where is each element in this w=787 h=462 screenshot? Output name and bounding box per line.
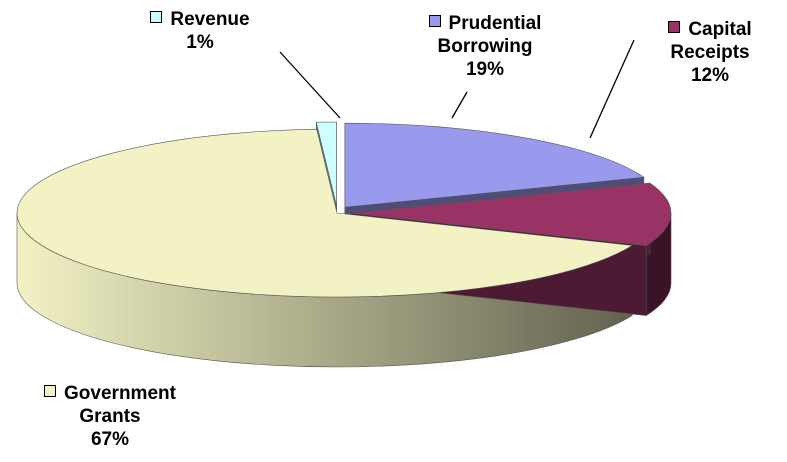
category-label: Prudential Borrowing: [437, 13, 542, 57]
value-label: 67%: [90, 429, 130, 450]
legend-swatch: [44, 385, 57, 397]
label-government: Government Grants 67%: [15, 382, 205, 451]
leader-line: [279, 51, 341, 119]
category-label: Government Grants: [64, 383, 176, 427]
slice: [16, 128, 634, 298]
legend-swatch: [668, 21, 681, 33]
legend-swatch: [150, 11, 163, 23]
leader-line: [589, 39, 635, 139]
label-capital: Capital Receipts 12%: [640, 18, 780, 87]
label-revenue: Revenue 1%: [100, 8, 300, 54]
slice: [344, 122, 645, 208]
category-label: Capital Receipts: [670, 19, 752, 63]
label-prudential: Prudential Borrowing 19%: [405, 12, 565, 81]
category-label: Revenue: [170, 9, 250, 30]
legend-swatch: [428, 15, 441, 27]
leader-line: [451, 91, 468, 119]
slice: [350, 182, 672, 246]
value-label: 12%: [690, 65, 730, 86]
slice: [315, 121, 337, 207]
value-label: 19%: [465, 59, 505, 80]
value-label: 1%: [186, 32, 214, 53]
